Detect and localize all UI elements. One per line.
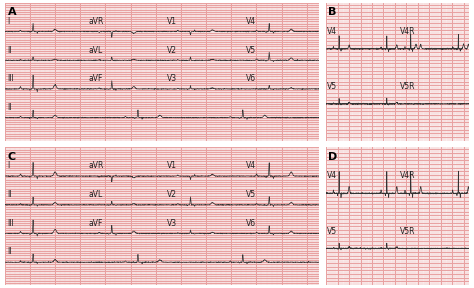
Text: V2: V2	[167, 190, 177, 199]
Text: A: A	[8, 7, 17, 17]
Text: aVL: aVL	[89, 190, 103, 199]
Text: V5R: V5R	[400, 82, 416, 91]
Text: C: C	[8, 151, 16, 162]
Text: B: B	[328, 7, 336, 17]
Text: V4: V4	[328, 27, 337, 36]
Text: V4R: V4R	[400, 171, 416, 181]
Text: II: II	[7, 103, 12, 112]
Text: V1: V1	[167, 161, 177, 170]
Text: aVR: aVR	[89, 17, 104, 26]
Text: V4: V4	[328, 171, 337, 181]
Text: V5R: V5R	[400, 227, 416, 236]
Text: V5: V5	[328, 82, 337, 91]
Text: II: II	[7, 247, 12, 256]
Text: aVF: aVF	[89, 219, 103, 228]
Text: III: III	[7, 219, 14, 228]
Text: V6: V6	[246, 74, 256, 83]
Text: D: D	[328, 151, 337, 162]
Text: V3: V3	[167, 74, 177, 83]
Text: V5: V5	[246, 190, 256, 199]
Text: V4R: V4R	[400, 27, 416, 36]
Text: V3: V3	[167, 219, 177, 228]
Text: I: I	[7, 17, 9, 26]
Text: V5: V5	[246, 46, 256, 54]
Text: V4: V4	[246, 17, 256, 26]
Text: II: II	[7, 190, 12, 199]
Text: V6: V6	[246, 219, 256, 228]
Text: V1: V1	[167, 17, 177, 26]
Text: aVR: aVR	[89, 161, 104, 170]
Text: V2: V2	[167, 46, 177, 54]
Text: II: II	[7, 46, 12, 54]
Text: aVF: aVF	[89, 74, 103, 83]
Text: V5: V5	[328, 227, 337, 236]
Text: aVL: aVL	[89, 46, 103, 54]
Text: I: I	[7, 161, 9, 170]
Text: V4: V4	[246, 161, 256, 170]
Text: III: III	[7, 74, 14, 83]
